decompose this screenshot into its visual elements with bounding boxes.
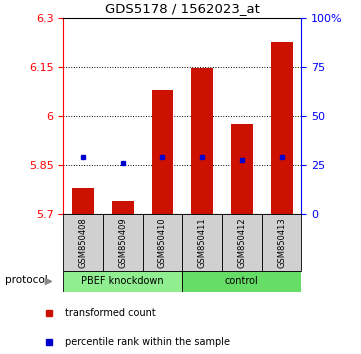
Bar [222, 214, 262, 271]
Bar [72, 188, 94, 214]
Text: transformed count: transformed count [65, 308, 156, 318]
Text: PBEF knockdown: PBEF knockdown [82, 276, 164, 286]
Text: GSM850410: GSM850410 [158, 217, 167, 268]
Bar [231, 124, 253, 214]
Text: percentile rank within the sample: percentile rank within the sample [65, 337, 230, 347]
Bar [103, 214, 143, 271]
Bar [112, 201, 134, 214]
Bar [262, 214, 301, 271]
Bar [271, 42, 292, 214]
Text: GSM850413: GSM850413 [277, 217, 286, 268]
Bar [182, 214, 222, 271]
Bar [182, 271, 301, 292]
Bar [63, 271, 182, 292]
Text: GSM850412: GSM850412 [238, 217, 246, 268]
Bar [152, 90, 173, 214]
Bar [143, 214, 182, 271]
Text: GSM850408: GSM850408 [79, 217, 87, 268]
Text: GSM850411: GSM850411 [198, 217, 206, 268]
Title: GDS5178 / 1562023_at: GDS5178 / 1562023_at [105, 2, 260, 15]
Bar [191, 68, 213, 214]
Text: GSM850409: GSM850409 [118, 217, 127, 268]
Text: control: control [225, 276, 259, 286]
Text: protocol: protocol [5, 275, 48, 285]
Bar [63, 214, 103, 271]
